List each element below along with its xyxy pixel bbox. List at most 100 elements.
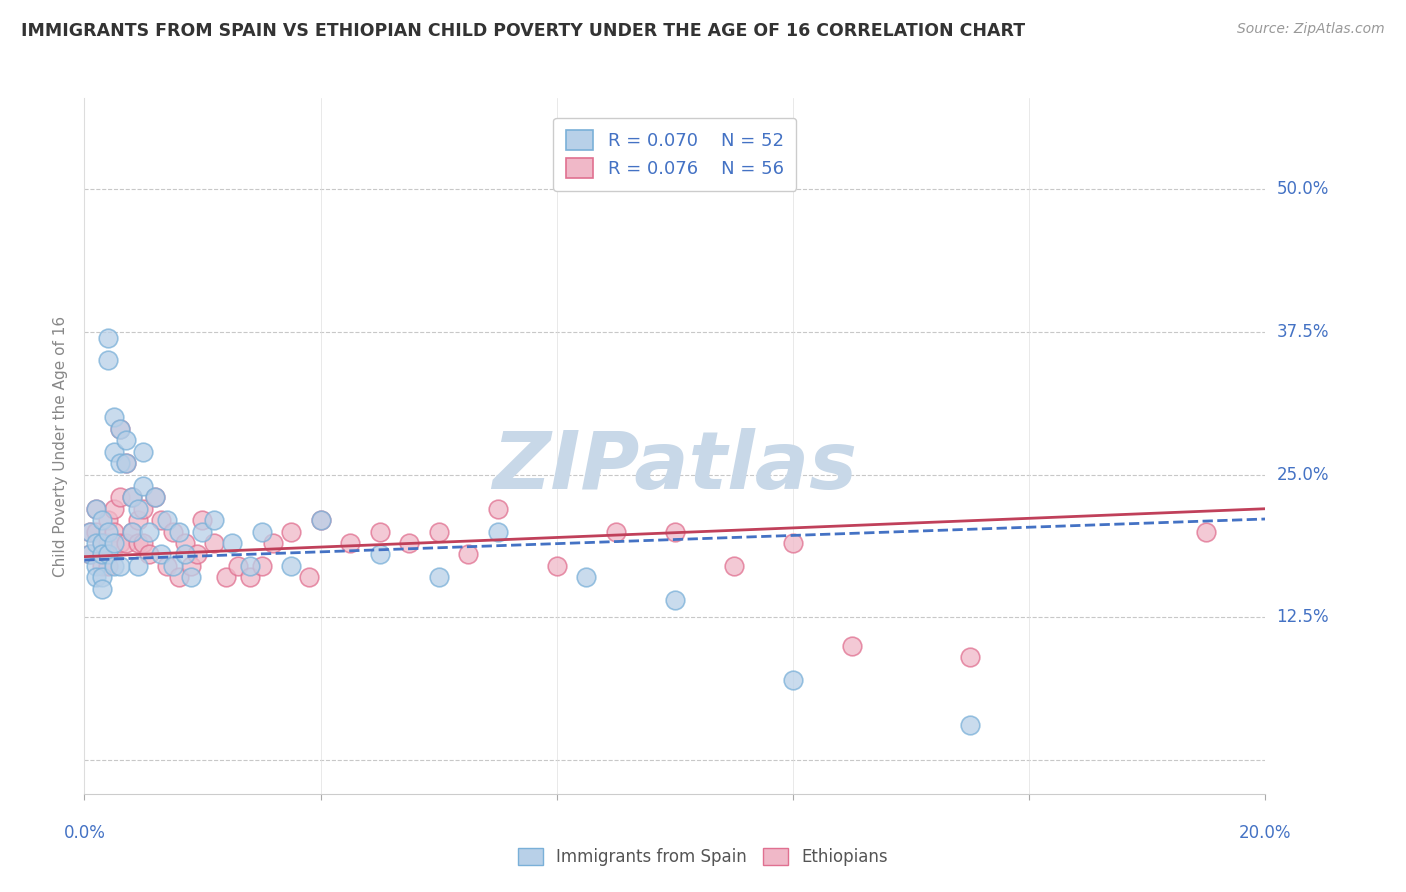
Y-axis label: Child Poverty Under the Age of 16: Child Poverty Under the Age of 16 xyxy=(53,316,69,576)
Point xyxy=(202,536,225,550)
Point xyxy=(114,434,136,448)
Point xyxy=(239,570,262,584)
Point xyxy=(91,570,114,584)
Point xyxy=(368,547,391,561)
Point xyxy=(84,536,107,550)
Point xyxy=(79,524,101,539)
Point xyxy=(457,547,479,561)
Point xyxy=(167,524,190,539)
Point xyxy=(108,491,131,505)
Point xyxy=(84,524,107,539)
Point xyxy=(191,513,214,527)
Point xyxy=(250,524,273,539)
Point xyxy=(132,444,155,458)
Point xyxy=(91,547,114,561)
Point xyxy=(91,547,114,561)
Point xyxy=(280,524,302,539)
Point xyxy=(132,479,155,493)
Point xyxy=(723,558,745,573)
Point xyxy=(132,501,155,516)
Point xyxy=(664,593,686,607)
Point xyxy=(97,558,120,573)
Point xyxy=(108,558,131,573)
Point xyxy=(103,444,125,458)
Point xyxy=(91,558,114,573)
Point xyxy=(298,570,321,584)
Point xyxy=(167,570,190,584)
Point xyxy=(108,422,131,436)
Point xyxy=(309,513,332,527)
Text: 25.0%: 25.0% xyxy=(1277,466,1329,483)
Point xyxy=(215,570,238,584)
Point xyxy=(103,558,125,573)
Point xyxy=(156,513,179,527)
Point xyxy=(84,501,107,516)
Point xyxy=(959,718,981,732)
Point xyxy=(226,558,249,573)
Point xyxy=(309,513,332,527)
Text: ZIPatlas: ZIPatlas xyxy=(492,428,858,506)
Text: Source: ZipAtlas.com: Source: ZipAtlas.com xyxy=(1237,22,1385,37)
Point xyxy=(121,524,143,539)
Point xyxy=(132,536,155,550)
Point xyxy=(114,456,136,470)
Point xyxy=(782,673,804,687)
Point xyxy=(91,536,114,550)
Point xyxy=(121,491,143,505)
Point xyxy=(841,639,863,653)
Text: 0.0%: 0.0% xyxy=(63,824,105,842)
Text: 37.5%: 37.5% xyxy=(1277,323,1329,341)
Point xyxy=(221,536,243,550)
Point xyxy=(173,547,195,561)
Point xyxy=(108,422,131,436)
Point xyxy=(664,524,686,539)
Point xyxy=(150,513,173,527)
Point xyxy=(280,558,302,573)
Point xyxy=(114,536,136,550)
Point xyxy=(143,491,166,505)
Point xyxy=(202,513,225,527)
Point xyxy=(138,547,160,561)
Point xyxy=(546,558,568,573)
Point xyxy=(121,524,143,539)
Point xyxy=(79,547,101,561)
Point xyxy=(368,524,391,539)
Legend: Immigrants from Spain, Ethiopians: Immigrants from Spain, Ethiopians xyxy=(509,840,897,875)
Text: IMMIGRANTS FROM SPAIN VS ETHIOPIAN CHILD POVERTY UNDER THE AGE OF 16 CORRELATION: IMMIGRANTS FROM SPAIN VS ETHIOPIAN CHILD… xyxy=(21,22,1025,40)
Point xyxy=(180,570,202,584)
Point xyxy=(782,536,804,550)
Text: 50.0%: 50.0% xyxy=(1277,180,1329,198)
Point xyxy=(427,524,450,539)
Point xyxy=(262,536,284,550)
Point xyxy=(575,570,598,584)
Point xyxy=(103,536,125,550)
Point xyxy=(127,536,149,550)
Point xyxy=(162,558,184,573)
Point xyxy=(186,547,208,561)
Point xyxy=(97,524,120,539)
Point xyxy=(486,524,509,539)
Point xyxy=(79,524,101,539)
Point xyxy=(156,558,179,573)
Point xyxy=(1195,524,1218,539)
Legend: R = 0.070    N = 52, R = 0.076    N = 56: R = 0.070 N = 52, R = 0.076 N = 56 xyxy=(554,118,796,191)
Point xyxy=(162,524,184,539)
Point xyxy=(84,570,107,584)
Point xyxy=(91,536,114,550)
Point xyxy=(605,524,627,539)
Point xyxy=(103,501,125,516)
Point xyxy=(427,570,450,584)
Point xyxy=(121,491,143,505)
Point xyxy=(97,331,120,345)
Text: 20.0%: 20.0% xyxy=(1239,824,1292,842)
Point xyxy=(91,582,114,596)
Point xyxy=(108,536,131,550)
Point xyxy=(143,491,166,505)
Text: 12.5%: 12.5% xyxy=(1277,608,1329,626)
Point xyxy=(339,536,361,550)
Point xyxy=(127,501,149,516)
Point xyxy=(239,558,262,573)
Point xyxy=(84,501,107,516)
Point xyxy=(84,558,107,573)
Point xyxy=(486,501,509,516)
